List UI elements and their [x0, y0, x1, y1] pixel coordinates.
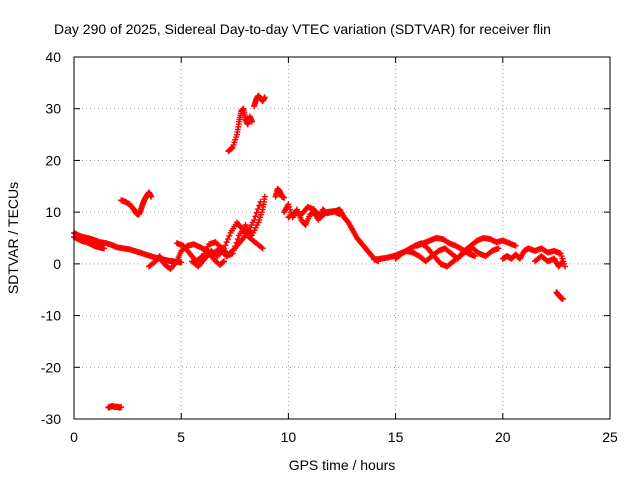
x-tick-label: 5: [177, 429, 185, 445]
data-point: [259, 245, 266, 252]
series-seg-m: [285, 203, 343, 221]
x-tick-label: 10: [281, 429, 297, 445]
data-point: [281, 194, 288, 201]
y-tick-label: 40: [45, 49, 61, 65]
x-axis-title: GPS time / hours: [289, 457, 396, 473]
x-tick-label: 0: [70, 429, 78, 445]
series-seg-c: [105, 403, 125, 411]
x-tick-label: 20: [495, 429, 511, 445]
data-point: [229, 250, 236, 257]
data-point: [559, 296, 566, 303]
data-point: [148, 193, 155, 200]
series-seg-k: [272, 185, 288, 201]
data-point: [178, 259, 185, 266]
grid: [74, 57, 610, 419]
data-point: [561, 263, 568, 270]
data-point: [471, 253, 478, 260]
series-seg-o: [392, 240, 502, 270]
data-point: [226, 232, 233, 239]
data-point: [248, 118, 255, 125]
data-point: [228, 145, 235, 152]
data-point: [261, 193, 268, 200]
series-seg-r: [531, 253, 566, 270]
data-point: [222, 242, 229, 249]
y-axis-title: SDTVAR / TECUs: [5, 182, 21, 294]
data-point: [336, 211, 343, 218]
series-seg-p: [414, 235, 478, 260]
data-point: [258, 244, 265, 251]
data-point: [224, 236, 231, 243]
data-point: [223, 239, 230, 246]
data-point: [261, 94, 268, 101]
series-seg-j: [251, 92, 268, 110]
data-point: [234, 236, 241, 243]
y-tick-label: -20: [41, 359, 61, 375]
data-points: [71, 92, 568, 411]
data-point: [253, 209, 260, 216]
x-tick-label: 15: [388, 429, 404, 445]
y-tick-label: 20: [45, 152, 61, 168]
series-seg-q: [499, 245, 568, 270]
data-point: [251, 216, 258, 223]
y-tick-label: 10: [45, 204, 61, 220]
y-axis-ticks: -30 -20 -10 0 10 20 30 40: [41, 49, 610, 427]
data-point: [220, 258, 227, 265]
y-tick-label: 0: [53, 256, 61, 272]
series-seg-d: [118, 189, 155, 218]
y-tick-label: 30: [45, 101, 61, 117]
data-point: [256, 202, 263, 209]
data-point: [101, 245, 108, 252]
series-seg-h: [210, 193, 268, 260]
data-point: [230, 246, 237, 253]
data-point: [233, 239, 240, 246]
plot-frame: [73, 56, 611, 420]
chart-title: Day 290 of 2025, Sidereal Day-to-day VTE…: [54, 21, 551, 37]
data-point: [252, 213, 259, 220]
series-seg-i: [225, 105, 255, 155]
y-tick-label: -10: [41, 308, 61, 324]
y-tick-label: -30: [41, 411, 61, 427]
data-point: [118, 404, 125, 411]
x-tick-label: 25: [602, 429, 618, 445]
data-point: [495, 245, 502, 252]
data-point: [558, 259, 565, 266]
data-point: [232, 243, 239, 250]
series-seg-s: [553, 289, 566, 303]
series-seg-a: [71, 229, 185, 266]
data-point: [559, 258, 566, 265]
data-point: [512, 242, 519, 249]
data-point: [221, 258, 228, 265]
